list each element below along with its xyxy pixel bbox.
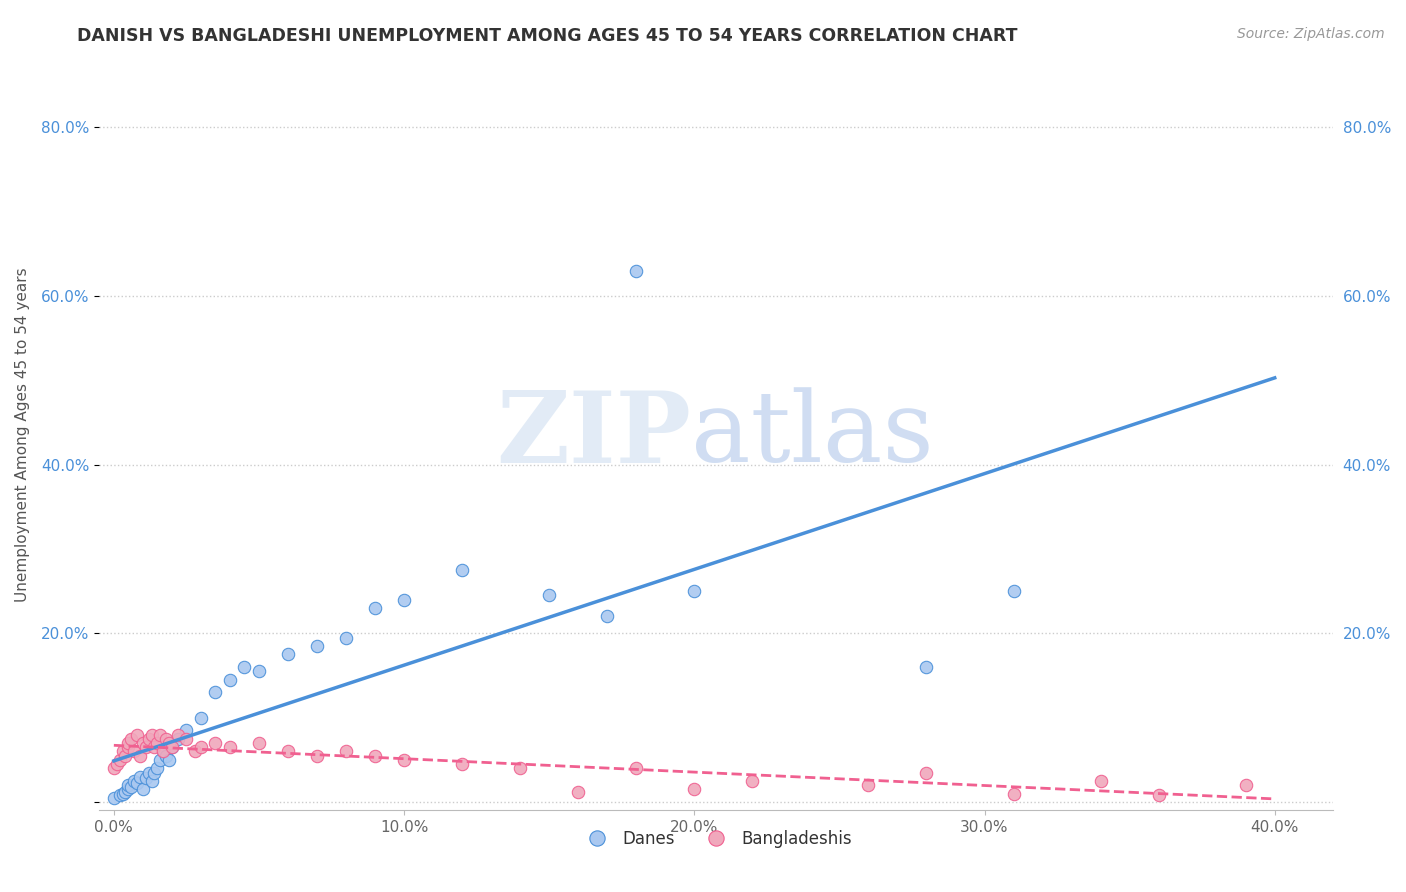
Point xyxy=(149,727,172,741)
Point xyxy=(103,761,125,775)
Point xyxy=(135,740,157,755)
Point xyxy=(233,660,256,674)
Point xyxy=(166,727,188,741)
Point xyxy=(1090,774,1112,789)
Point xyxy=(138,731,160,746)
Point xyxy=(143,765,166,780)
Point xyxy=(335,744,357,758)
Point xyxy=(143,740,166,755)
Point xyxy=(138,765,160,780)
Point xyxy=(129,770,152,784)
Point xyxy=(117,778,139,792)
Point xyxy=(141,774,163,789)
Point xyxy=(149,753,172,767)
Point xyxy=(451,757,474,772)
Point xyxy=(335,631,357,645)
Point xyxy=(626,761,648,775)
Point xyxy=(117,736,139,750)
Text: atlas: atlas xyxy=(692,387,934,483)
Point xyxy=(125,776,148,790)
Point xyxy=(122,744,145,758)
Point xyxy=(111,744,134,758)
Point xyxy=(132,782,155,797)
Point xyxy=(277,648,299,662)
Point xyxy=(567,785,589,799)
Point xyxy=(305,748,328,763)
Point xyxy=(146,736,169,750)
Point xyxy=(364,601,387,615)
Point xyxy=(1002,787,1025,801)
Point xyxy=(1147,789,1170,803)
Point xyxy=(509,761,531,775)
Y-axis label: Unemployment Among Ages 45 to 54 years: Unemployment Among Ages 45 to 54 years xyxy=(15,268,30,602)
Point xyxy=(596,609,619,624)
Point xyxy=(204,736,226,750)
Point xyxy=(157,753,180,767)
Point xyxy=(626,263,648,277)
Point xyxy=(451,563,474,577)
Point xyxy=(204,685,226,699)
Point xyxy=(146,761,169,775)
Point xyxy=(247,736,270,750)
Point xyxy=(160,740,183,755)
Legend: Danes, Bangladeshis: Danes, Bangladeshis xyxy=(574,823,859,855)
Point xyxy=(392,753,415,767)
Point xyxy=(152,744,174,758)
Point xyxy=(364,748,387,763)
Point xyxy=(683,782,706,797)
Point xyxy=(157,736,180,750)
Point xyxy=(305,639,328,653)
Point xyxy=(190,711,212,725)
Text: DANISH VS BANGLADESHI UNEMPLOYMENT AMONG AGES 45 TO 54 YEARS CORRELATION CHART: DANISH VS BANGLADESHI UNEMPLOYMENT AMONG… xyxy=(77,27,1018,45)
Point xyxy=(141,727,163,741)
Point xyxy=(120,731,142,746)
Point xyxy=(117,740,139,755)
Point xyxy=(135,772,157,786)
Point xyxy=(741,774,763,789)
Point xyxy=(111,787,134,801)
Point xyxy=(132,736,155,750)
Point xyxy=(538,588,561,602)
Point xyxy=(915,765,938,780)
Point xyxy=(392,592,415,607)
Point xyxy=(108,789,131,803)
Point xyxy=(247,665,270,679)
Point xyxy=(155,748,177,763)
Point xyxy=(219,673,242,687)
Text: Source: ZipAtlas.com: Source: ZipAtlas.com xyxy=(1237,27,1385,41)
Point xyxy=(114,748,136,763)
Point xyxy=(176,723,198,738)
Point xyxy=(160,740,183,755)
Point xyxy=(114,785,136,799)
Point xyxy=(125,727,148,741)
Point xyxy=(122,774,145,789)
Point xyxy=(152,744,174,758)
Point xyxy=(166,731,188,746)
Point xyxy=(117,782,139,797)
Point xyxy=(219,740,242,755)
Point xyxy=(1002,584,1025,599)
Point xyxy=(683,584,706,599)
Point xyxy=(190,740,212,755)
Point xyxy=(108,753,131,767)
Point xyxy=(176,731,198,746)
Point xyxy=(184,744,207,758)
Point xyxy=(915,660,938,674)
Point xyxy=(120,780,142,794)
Point xyxy=(858,778,880,792)
Text: ZIP: ZIP xyxy=(496,386,692,483)
Point xyxy=(1234,778,1257,792)
Point xyxy=(103,790,125,805)
Point xyxy=(129,748,152,763)
Point xyxy=(105,757,128,772)
Point xyxy=(155,731,177,746)
Point xyxy=(277,744,299,758)
